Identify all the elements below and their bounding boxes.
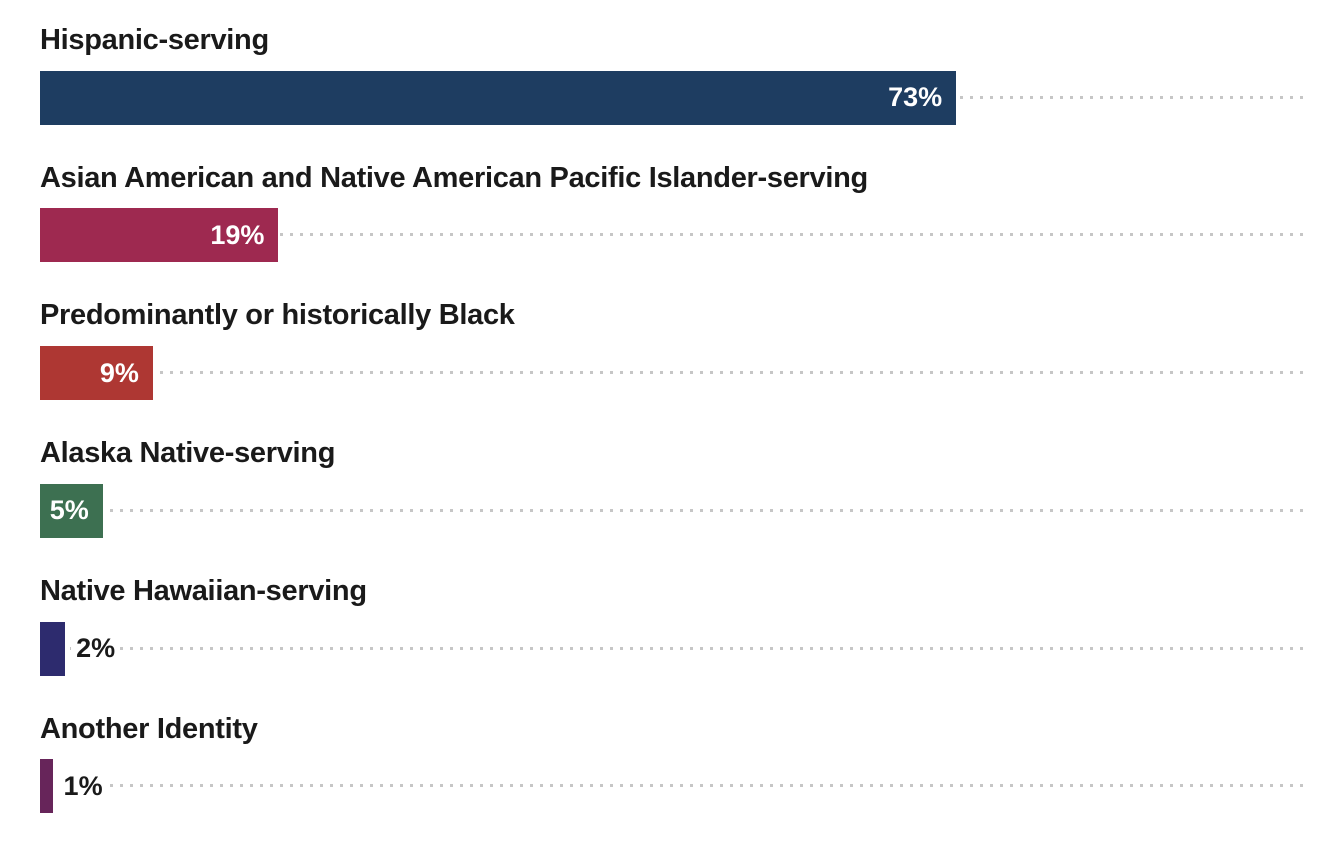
bar-track: 2%: [40, 621, 1303, 676]
bar: [40, 759, 53, 814]
category-label: Hispanic-serving: [40, 24, 269, 56]
value-label: 1%: [58, 769, 108, 803]
bar-track: 73%: [40, 70, 1303, 125]
value-label: 73%: [888, 82, 943, 113]
category-label: Another Identity: [40, 712, 258, 745]
dotted-leader-line: [40, 784, 1303, 788]
category-label: Asian American and Native American Pacif…: [40, 161, 868, 194]
dotted-leader-line: [40, 508, 1303, 512]
chart-row: Hispanic-serving 73%: [40, 25, 1303, 125]
bar: [40, 621, 66, 676]
chart-row: Native Hawaiian-serving 2%: [40, 576, 1303, 676]
bar: 19%: [40, 208, 279, 263]
value-label: 5%: [49, 495, 89, 526]
value-label: 2%: [71, 632, 121, 666]
category-label: Native Hawaiian-serving: [40, 574, 367, 607]
dotted-leader-line: [40, 371, 1303, 375]
bar-chart: Hispanic-serving 73% Asian American and …: [40, 25, 1303, 814]
category-label: Predominantly or historically Black: [40, 299, 515, 332]
chart-row: Another Identity 1%: [40, 712, 1303, 814]
chart-row: Alaska Native-serving 5%: [40, 438, 1303, 538]
chart-row: Asian American and Native American Pacif…: [40, 161, 1303, 263]
bar-track: 19%: [40, 208, 1303, 263]
value-label: 19%: [210, 219, 265, 250]
chart-row: Predominantly or historically Black 9%: [40, 299, 1303, 401]
bar-track: 1%: [40, 759, 1303, 814]
bar: 5%: [40, 483, 103, 538]
bar-track: 9%: [40, 346, 1303, 401]
dotted-leader-line: [40, 233, 1303, 237]
bar-track: 5%: [40, 483, 1303, 538]
category-label: Alaska Native-serving: [40, 437, 336, 470]
bar: 9%: [40, 346, 153, 401]
bar: 73%: [40, 70, 957, 125]
dotted-leader-line: [40, 646, 1303, 650]
value-label: 9%: [99, 357, 139, 388]
